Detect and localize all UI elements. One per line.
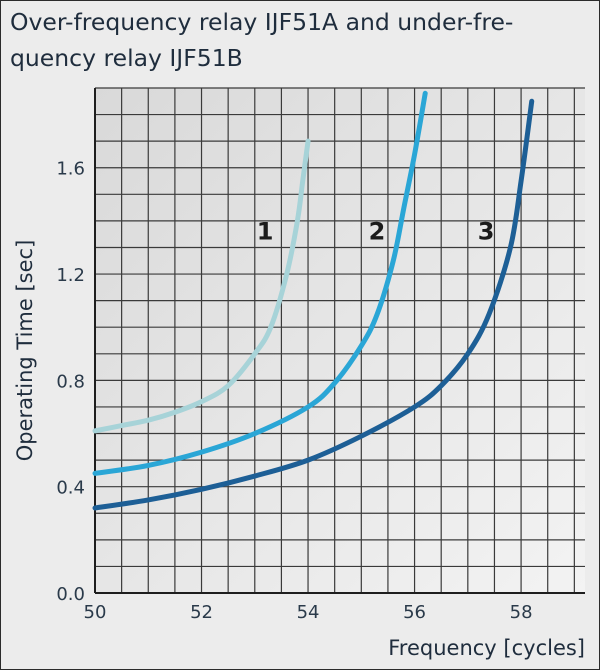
chart-title: Over-frequency relay IJF51A and under-fr… — [10, 8, 514, 72]
x-tick-label: 50 — [84, 602, 107, 623]
series-label-1: 1 — [257, 218, 274, 246]
series-line-2 — [92, 90, 428, 476]
x-tick-label: 54 — [297, 602, 320, 623]
y-tick-label: 0.4 — [56, 478, 85, 499]
x-tick-label: 58 — [510, 602, 533, 623]
y-tick-label: 1.2 — [56, 265, 85, 286]
series-label-2: 2 — [369, 218, 386, 246]
y-tick-label: 1.6 — [56, 159, 85, 180]
x-tick-label: 56 — [403, 602, 426, 623]
x-tick-label: 52 — [190, 602, 213, 623]
x-axis-label: Frequency [cycles] — [388, 636, 585, 660]
y-axis-label: Operating Time [sec] — [13, 240, 37, 462]
series-line-1 — [92, 138, 311, 434]
series-group: 1 2 3 — [92, 90, 535, 511]
y-tick-label: 0.8 — [56, 371, 85, 392]
y-tick-label: 0.0 — [56, 584, 85, 605]
series-label-3: 3 — [478, 218, 495, 246]
series-line-3 — [92, 98, 535, 511]
plot-area — [95, 88, 585, 593]
tick-labels: 50 52 54 56 58 0.0 0.4 0.8 1.2 1.6 — [56, 159, 532, 623]
